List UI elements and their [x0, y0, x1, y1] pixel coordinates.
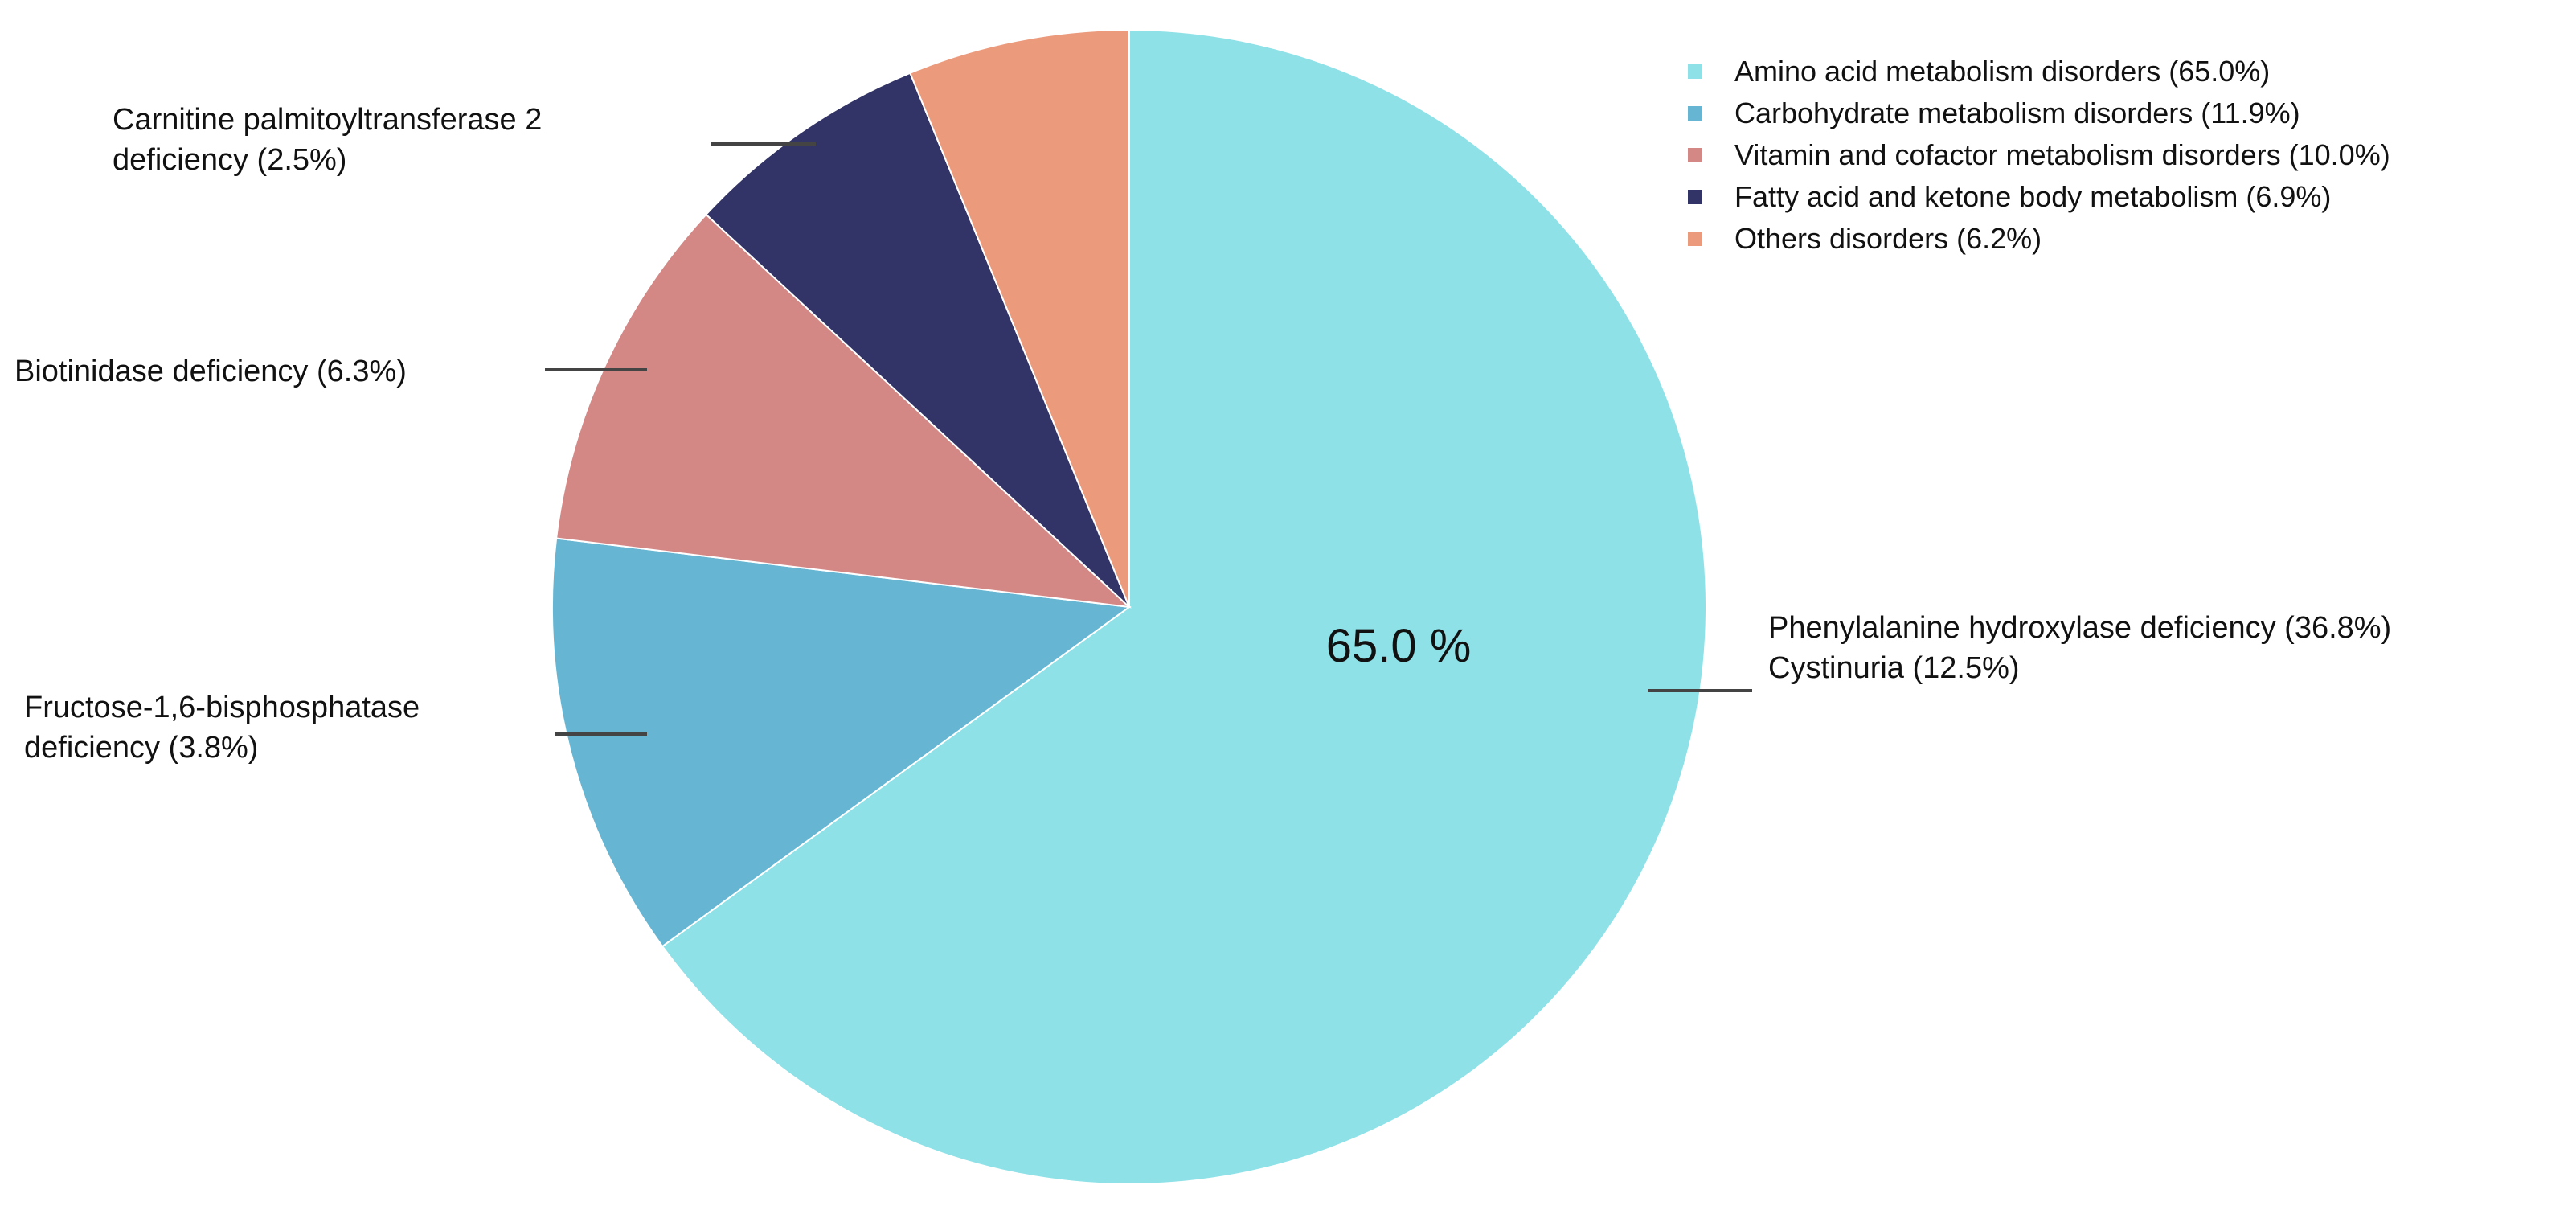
annotation-label-1-line-2: Cystinuria (12.5%): [1768, 651, 2020, 685]
legend-swatch-2: [1688, 106, 1702, 121]
annotation-label-1-line-1: Phenylalanine hydroxylase deficiency (36…: [1768, 611, 2391, 645]
legend-label-3: Vitamin and cofactor metabolism disorder…: [1734, 138, 2390, 171]
legend-label-5: Others disorders (6.2%): [1734, 222, 2042, 255]
legend-swatch-5: [1688, 232, 1702, 246]
annotation-label-3-line-1: Biotinidase deficiency (6.3%): [14, 355, 407, 388]
legend: Amino acid metabolism disorders (65.0%) C…: [1688, 55, 2390, 255]
legend-label-1: Amino acid metabolism disorders (65.0%): [1734, 55, 2270, 88]
pie-slice-3: [555, 213, 1132, 609]
legend-swatch-4: [1688, 190, 1702, 204]
legend-label-4: Fatty acid and ketone body metabolism (6…: [1734, 180, 2331, 213]
annotation-label-4-line-2: deficiency (2.5%): [113, 143, 346, 177]
pie-slice-4: [705, 72, 1130, 608]
legend-swatch-3: [1688, 148, 1702, 162]
slice-annotations: Phenylalanine hydroxylase deficiency (36…: [14, 103, 2391, 765]
pie-slice-1: [661, 28, 1707, 1185]
legend-label-2: Carbohydrate metabolism disorders (11.9%…: [1734, 96, 2300, 129]
center-percentage-label: 65.0 %: [1326, 620, 1472, 672]
annotation-label-2-line-1: Fructose-1,6-bisphosphatase: [24, 691, 420, 724]
annotation-label-2-line-2: deficiency (3.8%): [24, 731, 258, 765]
pie-slice-2: [551, 537, 1132, 948]
pie-slice-5: [909, 28, 1130, 608]
pie-slices: [551, 28, 1707, 1185]
annotation-label-4-line-1: Carnitine palmitoyltransferase 2: [113, 103, 542, 137]
legend-swatch-1: [1688, 64, 1702, 79]
